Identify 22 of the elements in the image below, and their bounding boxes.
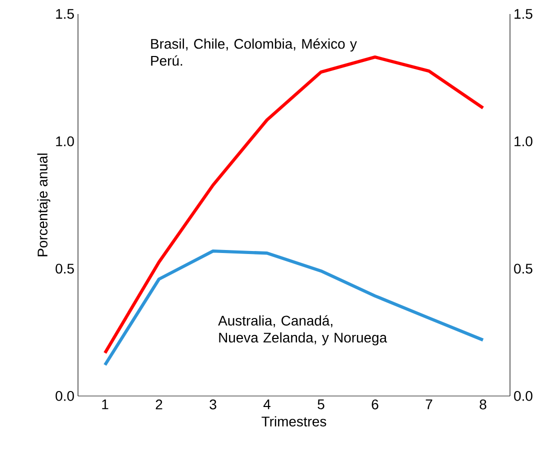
x-tick-label: 7 — [426, 400, 432, 410]
x-tick-label: 5 — [318, 400, 324, 410]
x-axis-title: Trimestres — [262, 416, 326, 426]
x-tick-label: 6 — [372, 400, 378, 410]
y-tick-label: 1.0 — [56, 136, 74, 146]
x-tick-label: 3 — [210, 400, 216, 410]
y2-tick-label: 0.5 — [514, 264, 532, 274]
x-tick-label: 1 — [102, 400, 108, 410]
y-axis-title: Porcentaje anual — [37, 154, 50, 256]
y2-tick-label: 1.0 — [514, 136, 532, 146]
y2-tick-label: 0.0 — [514, 391, 532, 401]
line-series — [103, 55, 485, 355]
x-tick-label: 8 — [480, 400, 486, 410]
y-tick-label: 0.5 — [56, 264, 74, 274]
series-label: Brasil, Chile, Colombia, México y Perú. — [151, 38, 357, 66]
series-label: Australia, Canadá, Nueva Zelanda, y Noruega — [218, 315, 388, 346]
y-tick-label: 0.0 — [56, 391, 74, 401]
y2-tick-label: 1.5 — [514, 9, 532, 19]
x-tick-label: 2 — [156, 400, 162, 410]
line-series — [103, 250, 485, 367]
x-tick-label: 4 — [263, 400, 270, 410]
y-tick-label: 1.5 — [56, 9, 74, 19]
